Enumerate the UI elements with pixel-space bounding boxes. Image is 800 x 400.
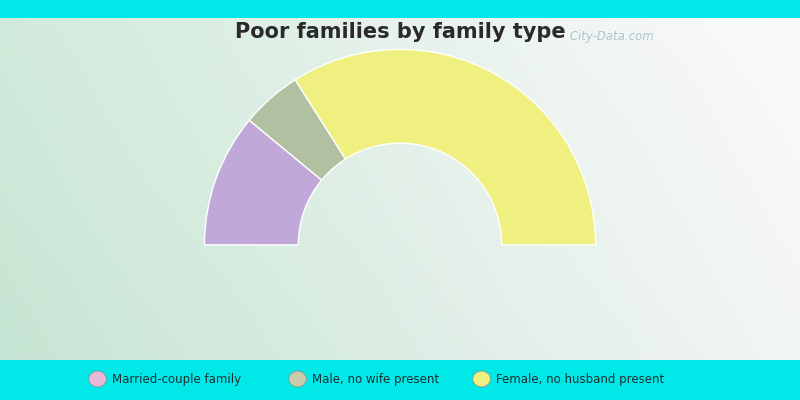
Wedge shape [250, 80, 346, 180]
Ellipse shape [89, 371, 106, 387]
Wedge shape [205, 120, 322, 245]
Ellipse shape [473, 371, 490, 387]
Wedge shape [295, 49, 595, 245]
Text: City-Data.com: City-Data.com [566, 30, 654, 43]
Text: Male, no wife present: Male, no wife present [312, 372, 439, 386]
Ellipse shape [289, 371, 306, 387]
Text: Poor families by family type: Poor families by family type [234, 22, 566, 42]
Text: Female, no husband present: Female, no husband present [496, 372, 664, 386]
Text: Married-couple family: Married-couple family [112, 372, 241, 386]
